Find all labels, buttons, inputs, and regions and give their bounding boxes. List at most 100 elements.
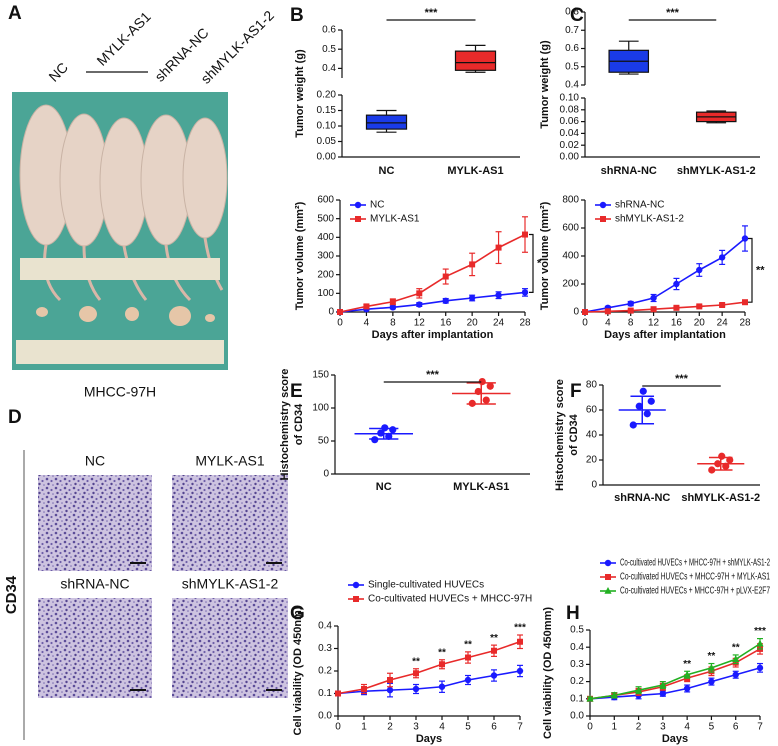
marker — [741, 235, 749, 242]
image-label: shMYLK-AS1-2 — [182, 576, 279, 592]
point — [385, 432, 393, 440]
y-tick-label: 40 — [586, 430, 598, 441]
y-tick-label: 0.3 — [318, 643, 332, 654]
x-tick-label: NC — [379, 165, 395, 177]
y-tick-label: 0.02 — [560, 140, 580, 151]
y-axis-label: Tumor weight (g) — [539, 40, 551, 129]
y-axis-label: Tumor volume (mm²) — [539, 201, 551, 310]
legend-label: NC — [370, 200, 384, 211]
marker — [464, 676, 472, 684]
marker — [586, 694, 594, 702]
marker — [673, 280, 680, 288]
x-tick-label: 28 — [519, 318, 531, 329]
y-tick-label: 0.20 — [317, 90, 337, 101]
marker — [600, 216, 606, 222]
x-tick-label: 4 — [439, 722, 445, 733]
marker — [495, 292, 502, 299]
micrograph — [172, 475, 288, 571]
marker — [413, 670, 419, 677]
y-axis-label: Histochemistry score — [554, 379, 566, 491]
marker — [683, 670, 691, 678]
bracket-label: ** — [756, 264, 765, 276]
marker — [361, 686, 367, 692]
tumors — [36, 306, 215, 326]
image-label: MYLK-AS1 — [195, 453, 264, 469]
panel-label: F — [570, 381, 582, 402]
group-label: NC — [45, 59, 71, 85]
y-tick-label: 0.05 — [317, 136, 337, 147]
series-line — [584, 301, 746, 313]
x-tick-label: 28 — [739, 318, 751, 329]
series-line — [339, 233, 526, 313]
x-axis-label: Days after implantation — [372, 329, 494, 341]
marker — [605, 574, 611, 580]
x-tick-label: 3 — [413, 722, 419, 733]
point — [639, 387, 647, 395]
stain-label: CD34 — [3, 575, 20, 614]
y-tick-label: 150 — [312, 370, 329, 381]
x-tick-label: 12 — [648, 318, 660, 329]
x-tick-label: 2 — [636, 722, 642, 733]
marker — [337, 309, 343, 315]
marker — [604, 587, 612, 594]
marker — [353, 596, 359, 602]
annotation: ** — [490, 633, 498, 644]
y-tick-label: 0.5 — [565, 61, 579, 72]
marker — [355, 216, 361, 222]
legend-label: Co-cultivated HUVECs + MHCC-97H + MYLK-A… — [620, 572, 770, 583]
annotation: *** — [514, 623, 526, 634]
x-tick-label: shMYLK-AS1-2 — [677, 165, 756, 177]
y-tick-label: 0.5 — [322, 44, 336, 55]
micrograph — [172, 598, 288, 698]
x-tick-label: 24 — [493, 318, 505, 329]
panel-label: H — [566, 603, 580, 624]
scale-bars — [130, 562, 282, 691]
micrograph — [38, 598, 152, 698]
marker — [708, 678, 715, 685]
y-tick-label: 200 — [562, 279, 579, 290]
marker — [516, 667, 524, 675]
marker — [610, 691, 618, 699]
image-label: NC — [85, 453, 105, 469]
marker — [696, 266, 703, 274]
x-tick-label: 7 — [517, 722, 523, 733]
marker — [387, 677, 393, 683]
y-axis-label: Tumor weight (g) — [294, 49, 306, 138]
marker — [650, 306, 657, 313]
x-tick-label: 12 — [414, 318, 426, 329]
panel-label: D — [8, 407, 22, 428]
marker — [582, 309, 588, 315]
x-tick-label: 20 — [694, 318, 706, 329]
series-line — [589, 643, 761, 700]
x-tick-label: 0 — [335, 722, 341, 733]
marker — [490, 672, 498, 679]
legend-label: Co-cultivated HUVECs + MHCC-97H — [368, 594, 532, 605]
marker — [604, 308, 611, 315]
x-axis-label: Days after implantation — [604, 329, 726, 341]
legend-label: Co-cultivated HUVECs + MHCC-97H + shMYLK… — [620, 558, 770, 569]
series-line — [337, 670, 521, 695]
annotation: ** — [464, 640, 472, 651]
marker — [673, 304, 680, 311]
y-tick-label: 0.00 — [317, 152, 337, 163]
y-tick-label: 0.06 — [560, 116, 580, 127]
marker — [742, 299, 748, 306]
y-tick-label: 0.4 — [318, 621, 332, 632]
x-tick-label: 7 — [757, 722, 763, 733]
y-tick-label: 0.10 — [560, 93, 580, 104]
marker — [521, 289, 529, 296]
y-tick-label: 0.2 — [318, 666, 332, 677]
marker — [732, 671, 739, 678]
x-tick-label: 6 — [733, 722, 739, 733]
x-tick-label: 0 — [587, 722, 593, 733]
bracket-label: * — [537, 257, 542, 269]
x-tick-label: 1 — [612, 722, 618, 733]
annotation: ** — [732, 643, 740, 654]
point — [486, 382, 494, 390]
y-tick-label: 400 — [562, 251, 579, 262]
marker — [389, 298, 396, 305]
marker — [389, 304, 397, 311]
marker — [354, 201, 362, 209]
x-tick-label: 4 — [684, 722, 690, 733]
